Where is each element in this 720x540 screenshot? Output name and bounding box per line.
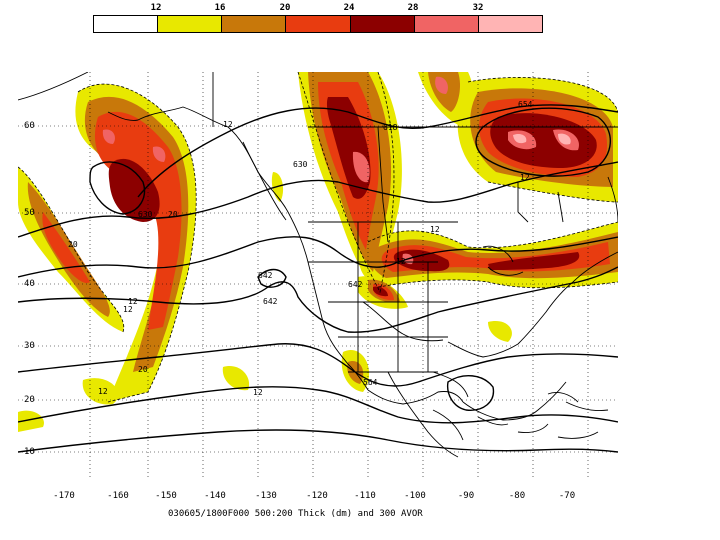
geographic-boundaries (18, 72, 618, 458)
color-scale-segment (222, 16, 287, 32)
map-caption: 030605/1800F000 500:200 Thick (dm) and 3… (168, 509, 423, 519)
contour-label: 12 (98, 387, 108, 396)
contour-label: 642 (348, 280, 363, 289)
longitude-label: -160 (107, 491, 129, 501)
contour-label: 12 (253, 388, 263, 397)
color-scale-segment (478, 16, 542, 32)
color-scale-segment (94, 16, 159, 32)
lat-lon-graticule (18, 72, 618, 480)
color-scale-label: 32 (472, 3, 484, 13)
color-scale-label: 24 (343, 3, 355, 13)
contour-label: 618 (383, 123, 398, 132)
color-scale-label: 28 (407, 3, 419, 13)
color-scale-label: 12 (150, 3, 162, 13)
contour-label: 564 (363, 378, 378, 387)
contour-label: 654 (518, 100, 533, 109)
contour-label: 12 (520, 173, 530, 182)
latitude-label: 60 (24, 121, 35, 131)
contour-label: 20 (168, 210, 178, 219)
contour-label: 12 (430, 225, 440, 234)
contour-value-labels: 618 630 630 642 642 642 654 564 12 12 12… (68, 100, 533, 397)
latitude-label: 50 (24, 208, 35, 218)
color-scale-label: 16 (214, 3, 226, 13)
latitude-label: 30 (24, 341, 35, 351)
longitude-label: -70 (558, 491, 576, 501)
color-scale-segment (350, 16, 415, 32)
longitude-label: -140 (204, 491, 226, 501)
thickness-contours (18, 104, 618, 453)
vorticity-shading-lightpink (513, 133, 571, 145)
weather-map: 618 630 630 642 642 642 654 564 12 12 12… (18, 72, 618, 480)
color-scale-segment (414, 16, 479, 32)
latitude-label: 40 (24, 279, 35, 289)
longitude-label: -80 (508, 491, 526, 501)
color-scale-segment (158, 16, 223, 32)
longitude-label: -130 (255, 491, 277, 501)
contour-label: 12 (223, 120, 233, 129)
longitude-label: -120 (306, 491, 328, 501)
contour-label: 12 (396, 257, 406, 266)
contour-label: 630 (138, 210, 153, 219)
color-scale-label: 20 (279, 3, 291, 13)
contour-label: 642 (258, 271, 273, 280)
contour-label: 12 (128, 297, 138, 306)
contour-label: 630 (293, 160, 308, 169)
latitude-label: 10 (24, 447, 35, 457)
color-scale-segment (286, 16, 351, 32)
contour-label: 642 (263, 297, 278, 306)
longitude-label: -100 (404, 491, 426, 501)
contour-label: 20 (68, 240, 78, 249)
contour-label: 12 (123, 305, 133, 314)
color-scale-bar (93, 15, 543, 33)
longitude-label: -150 (155, 491, 177, 501)
longitude-label: -110 (354, 491, 376, 501)
latitude-label: 20 (24, 395, 35, 405)
contour-label: 20 (138, 365, 148, 374)
longitude-label: -90 (457, 491, 475, 501)
vorticity-contours (18, 72, 618, 403)
longitude-label: -170 (53, 491, 75, 501)
